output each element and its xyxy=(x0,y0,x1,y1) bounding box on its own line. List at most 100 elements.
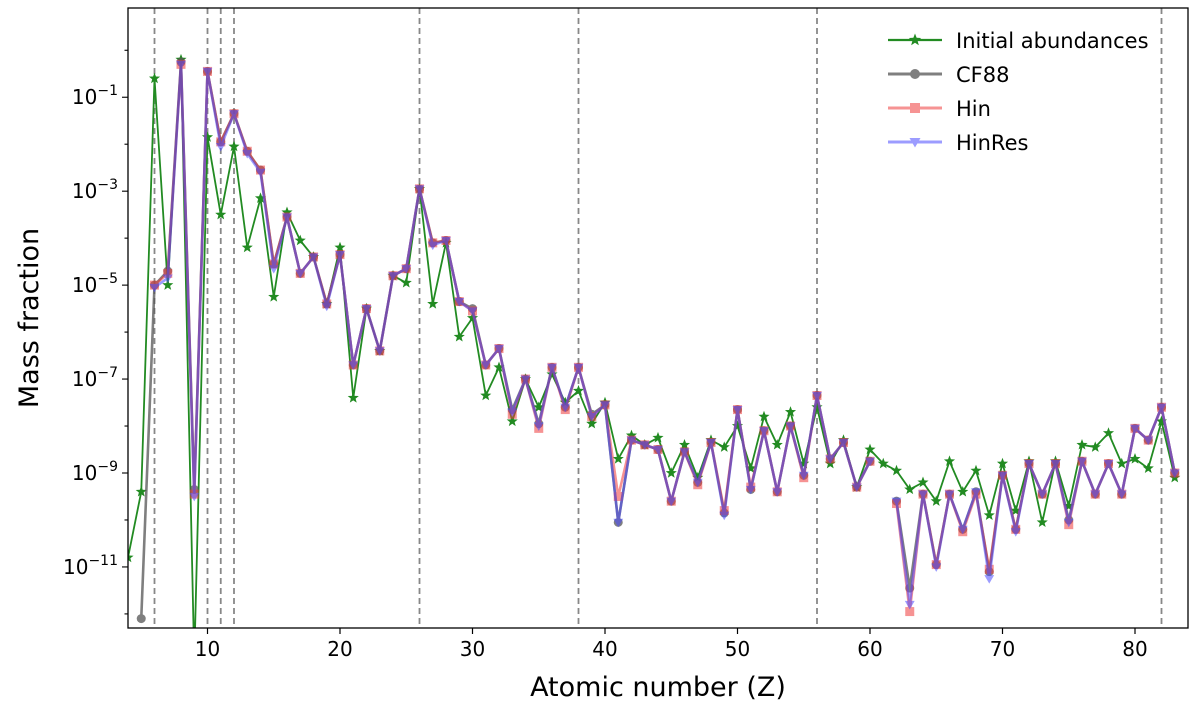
data-point-hinres xyxy=(653,445,663,455)
x-tick-label: 30 xyxy=(460,637,485,661)
data-point-hinres xyxy=(295,269,306,279)
data-point-initial-abundances xyxy=(148,72,161,84)
legend-label: Hin xyxy=(956,97,991,121)
data-point-initial-abundances xyxy=(400,276,412,288)
data-point-hinres xyxy=(255,168,266,178)
data-point-initial-abundances xyxy=(1036,516,1048,528)
data-point-hinres xyxy=(189,492,200,502)
data-point-initial-abundances xyxy=(731,420,744,431)
data-point-initial-abundances xyxy=(453,330,465,342)
data-point-initial-abundances xyxy=(1102,427,1115,438)
data-point-hinres xyxy=(692,478,703,488)
x-tick-label: 40 xyxy=(592,637,617,661)
legend-marker xyxy=(910,103,920,113)
data-point-hinres xyxy=(719,511,730,521)
data-point-initial-abundances xyxy=(890,464,903,476)
data-point-initial-abundances xyxy=(1010,504,1022,516)
data-point-hinres xyxy=(202,67,213,77)
data-point-initial-abundances xyxy=(718,441,730,452)
data-point-initial-abundances xyxy=(1142,462,1154,474)
data-point-hinres xyxy=(1169,469,1180,478)
y-tick-label: 10−7 xyxy=(72,365,118,391)
data-point-hinres xyxy=(573,363,584,373)
data-point-hinres xyxy=(1090,490,1101,500)
data-series xyxy=(128,53,1181,628)
data-point-hinres xyxy=(600,401,610,410)
y-tick-label: 10−3 xyxy=(72,177,118,203)
data-point-hinres xyxy=(944,490,955,500)
data-point-hinres xyxy=(215,142,226,152)
legend-marker xyxy=(909,138,921,148)
data-point-hinres xyxy=(176,60,186,70)
data-point-initial-abundances xyxy=(427,298,439,309)
data-point-initial-abundances xyxy=(970,464,982,476)
data-point-initial-abundances xyxy=(877,457,889,469)
data-point-hinres xyxy=(812,391,822,401)
data-point-hinres xyxy=(626,436,637,446)
data-point-hinres xyxy=(931,563,942,572)
data-point-hinres xyxy=(149,283,160,293)
data-point-hinres xyxy=(1010,528,1021,537)
data-point-hinres xyxy=(586,413,597,422)
data-point-hinres xyxy=(825,455,836,464)
data-point-initial-abundances xyxy=(334,241,346,253)
data-point-hinres xyxy=(706,438,716,448)
data-point-hin xyxy=(613,491,623,501)
y-tick-label: 10−1 xyxy=(72,83,118,109)
x-tick-label: 20 xyxy=(327,637,352,661)
legend-swatch-hin xyxy=(888,103,942,113)
data-point-hinres xyxy=(639,441,650,450)
legend: Initial abundances CF88 Hin HinRes xyxy=(888,29,1149,155)
y-tick-label: 10−5 xyxy=(72,271,118,297)
x-tick-label: 60 xyxy=(857,637,882,661)
data-point-initial-abundances xyxy=(533,401,545,412)
x-tick-label: 10 xyxy=(195,637,220,661)
data-point-hinres xyxy=(957,525,968,535)
y-axis-ticks: 10−1 10−3 10−5 10−7 10−9 10−11 xyxy=(63,49,128,615)
data-point-hinres xyxy=(865,457,875,467)
data-point-initial-abundances xyxy=(784,406,797,417)
data-point-hinres xyxy=(1143,436,1154,446)
data-point-initial-abundances xyxy=(493,361,505,373)
data-point-initial-abundances xyxy=(1129,453,1141,464)
data-point-hinres xyxy=(361,305,372,314)
x-tick-label: 70 xyxy=(990,637,1015,661)
data-point-hinres xyxy=(268,265,279,274)
data-point-hinres xyxy=(1063,518,1074,528)
data-point-hinres xyxy=(613,518,624,528)
data-point-initial-abundances xyxy=(943,455,956,466)
data-point-hinres xyxy=(348,361,359,370)
data-point-initial-abundances xyxy=(864,443,876,455)
data-point-hinres xyxy=(401,265,412,274)
data-point-initial-abundances xyxy=(983,509,995,521)
data-point-initial-abundances xyxy=(572,384,585,396)
data-point-hinres xyxy=(745,485,756,495)
data-point-hinres xyxy=(971,488,981,497)
data-point-hinres xyxy=(1103,460,1114,469)
data-point-hinres xyxy=(467,307,478,316)
data-point-initial-abundances xyxy=(559,396,571,408)
data-point-initial-abundances xyxy=(612,453,624,464)
data-point-hinres xyxy=(533,422,544,431)
data-point-initial-abundances xyxy=(745,462,757,474)
data-point-initial-abundances xyxy=(228,140,240,152)
data-point-hinres xyxy=(1116,490,1127,500)
data-point-hinres xyxy=(1130,424,1140,434)
data-point-cf88 xyxy=(136,614,146,624)
vertical-reference-lines xyxy=(153,8,1163,628)
data-point-initial-abundances xyxy=(162,279,174,290)
data-point-initial-abundances xyxy=(665,467,677,478)
data-point-hinres xyxy=(1077,457,1087,467)
data-point-hinres xyxy=(666,497,677,507)
data-point-hinres xyxy=(547,363,557,373)
data-point-initial-abundances xyxy=(930,495,942,506)
data-point-hinres xyxy=(1050,460,1061,469)
data-point-hinres xyxy=(388,272,398,281)
data-point-hinres xyxy=(335,250,345,260)
data-point-initial-abundances xyxy=(996,457,1009,469)
data-point-initial-abundances xyxy=(281,206,293,218)
data-point-initial-abundances xyxy=(811,401,823,412)
legend-swatch-hinres xyxy=(888,138,942,148)
data-point-initial-abundances xyxy=(625,429,638,441)
